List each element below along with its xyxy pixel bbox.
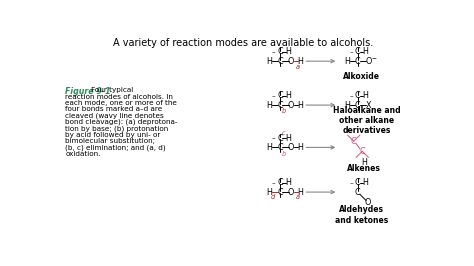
Text: C: C (355, 91, 360, 100)
Text: C: C (277, 178, 283, 187)
Text: H: H (285, 178, 291, 187)
Text: H: H (363, 47, 368, 56)
Text: H: H (362, 157, 367, 167)
Text: C: C (355, 101, 360, 110)
Text: H: H (285, 47, 291, 56)
Text: −: − (372, 55, 376, 60)
Text: reaction modes of alcohols. In: reaction modes of alcohols. In (65, 94, 173, 100)
Text: C: C (355, 188, 360, 197)
Text: C: C (351, 137, 356, 146)
Text: H: H (344, 101, 350, 110)
Text: O: O (288, 143, 294, 152)
Text: H: H (266, 188, 272, 197)
Text: O: O (365, 57, 372, 66)
Text: four bonds marked a–d are: four bonds marked a–d are (65, 106, 163, 112)
Text: C: C (277, 101, 283, 110)
Text: tion by base; (b) protonation: tion by base; (b) protonation (65, 125, 169, 132)
Text: Alkoxide: Alkoxide (343, 72, 380, 81)
Text: d: d (271, 194, 275, 201)
Text: Haloalkane and
other alkane
derivatives: Haloalkane and other alkane derivatives (333, 106, 401, 135)
Text: bond cleavage): (a) deprotona-: bond cleavage): (a) deprotona- (65, 119, 178, 126)
Text: cleaved (wavy line denotes: cleaved (wavy line denotes (65, 113, 164, 119)
Text: a: a (296, 64, 300, 70)
Text: C: C (355, 57, 360, 66)
Text: (b, c) elimination; and (a, d): (b, c) elimination; and (a, d) (65, 144, 166, 151)
Text: Alkenes: Alkenes (347, 164, 381, 173)
Text: b: b (282, 108, 286, 114)
Text: Four typical: Four typical (91, 87, 133, 93)
Text: H: H (297, 188, 303, 197)
Text: H: H (266, 101, 272, 110)
Text: H: H (266, 143, 272, 152)
Text: O: O (288, 188, 294, 197)
Text: oxidation.: oxidation. (65, 151, 101, 156)
Text: –: – (272, 135, 276, 141)
Text: –: – (349, 180, 353, 186)
Text: C: C (277, 143, 283, 152)
Text: Aldehydes
and ketones: Aldehydes and ketones (335, 205, 388, 225)
Text: H: H (297, 101, 303, 110)
Text: –: – (272, 180, 276, 186)
Text: H: H (344, 57, 350, 66)
Text: c: c (282, 130, 286, 136)
Text: by acid followed by uni- or: by acid followed by uni- or (65, 132, 161, 138)
Text: H: H (266, 57, 272, 66)
Text: C: C (355, 47, 360, 56)
Text: –: – (272, 49, 276, 55)
Text: C: C (359, 147, 365, 156)
Text: C: C (277, 134, 283, 143)
Text: H: H (363, 91, 368, 100)
Text: A variety of reaction modes are available to alcohols.: A variety of reaction modes are availabl… (113, 38, 373, 48)
Text: –: – (272, 93, 276, 99)
Text: C: C (277, 57, 283, 66)
Text: H: H (363, 178, 368, 187)
Text: each mode, one or more of the: each mode, one or more of the (65, 100, 177, 106)
Text: –: – (349, 93, 353, 99)
Text: C: C (277, 47, 283, 56)
Text: C: C (355, 178, 360, 187)
Text: O: O (288, 101, 294, 110)
Text: –: – (349, 49, 353, 55)
Text: C: C (277, 91, 283, 100)
Text: C: C (277, 188, 283, 197)
Text: Figure 9-1: Figure 9-1 (65, 87, 111, 96)
Text: O: O (288, 57, 294, 66)
Text: H: H (285, 91, 291, 100)
Text: b: b (282, 151, 286, 157)
Text: X: X (366, 101, 371, 110)
Text: a: a (296, 194, 300, 201)
Text: H: H (297, 143, 303, 152)
Text: H: H (285, 134, 291, 143)
Text: bimolecular substitution;: bimolecular substitution; (65, 138, 155, 144)
Text: O: O (365, 198, 371, 207)
Text: H: H (297, 57, 303, 66)
